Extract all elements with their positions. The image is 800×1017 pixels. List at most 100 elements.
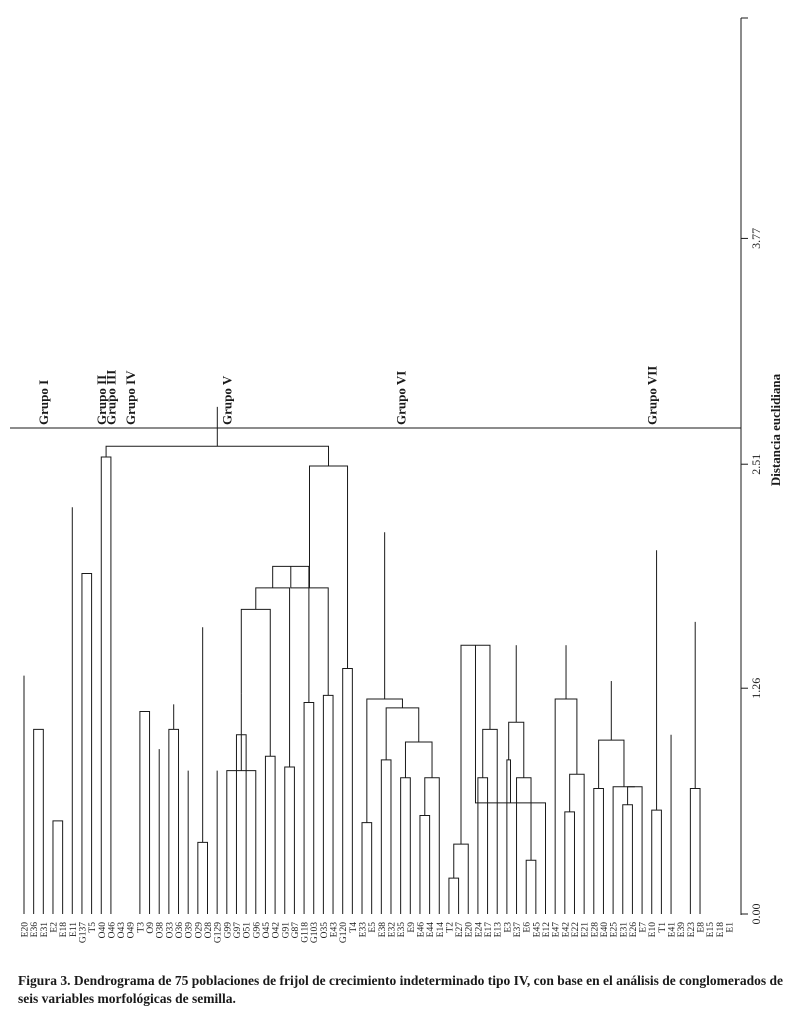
leaf-label: E7 xyxy=(639,922,649,933)
leaf-label: O28 xyxy=(204,922,214,939)
leaf-label: O49 xyxy=(127,922,137,939)
dendrogram-link xyxy=(380,759,392,914)
caption-text: Figura 3. Dendrograma de 75 poblaciones … xyxy=(18,973,783,1006)
group-label: Grupo IV xyxy=(123,370,138,425)
dendrogram-link xyxy=(342,667,353,914)
dendrogram-link xyxy=(226,770,257,914)
leaf-label: O46 xyxy=(107,922,117,939)
leaf-label: T3 xyxy=(136,922,146,933)
dendrogram-link xyxy=(322,694,334,914)
leaf-label: E44 xyxy=(426,922,436,938)
leaf-label: O36 xyxy=(175,922,185,939)
dendrogram-link xyxy=(385,707,420,760)
dendrogram-link xyxy=(168,728,180,914)
leaf-label: E32 xyxy=(387,922,397,938)
figure-caption: Figura 3. Dendrograma de 75 poblaciones … xyxy=(18,972,788,1008)
dendrogram-link xyxy=(598,739,625,789)
leaf-label: E45 xyxy=(532,922,542,938)
leaf-label: G96 xyxy=(252,922,262,939)
leaf-label: E1 xyxy=(726,922,736,933)
leaf-label: O42 xyxy=(272,922,282,939)
leaf-label: E21 xyxy=(581,922,591,938)
leaf-label: T2 xyxy=(445,922,455,933)
dendrogram-link xyxy=(255,587,291,768)
leaf-label: G97 xyxy=(233,922,243,939)
leaf-label: E27 xyxy=(455,922,465,938)
leaf-label: E33 xyxy=(359,922,369,938)
dendrogram-link xyxy=(100,456,112,914)
leaf-label: E37 xyxy=(513,922,523,938)
dendrogram-link xyxy=(593,788,604,914)
dendrogram-chart: E20 E36 E31 E2 E18 E11 G137 T5 O40 O46 O43 O49 T3 O9 O… xyxy=(0,0,783,943)
y-axis: 0.00 1.26 2.51 3.77 xyxy=(740,17,763,925)
dendrogram-link xyxy=(453,843,469,914)
leaf-label: T5 xyxy=(88,922,98,933)
leaf-label: E40 xyxy=(600,922,610,938)
dendrogram-link xyxy=(52,820,64,914)
leaf-label: E11 xyxy=(69,922,79,937)
dendrogram-link xyxy=(240,608,271,757)
dendrogram-link xyxy=(516,777,532,914)
dendrogram-link xyxy=(197,841,208,914)
leaf-label: E24 xyxy=(474,922,484,938)
leaf-label: G120 xyxy=(339,922,349,943)
leaf-label: E18 xyxy=(59,922,69,938)
dendrogram-link xyxy=(81,573,93,914)
leaf-label: E2 xyxy=(49,922,59,933)
leaf-label: E13 xyxy=(494,922,504,938)
group-label: Grupo VI xyxy=(393,371,408,425)
leaf-label: E47 xyxy=(552,922,562,938)
leaf-label: G91 xyxy=(281,922,291,939)
group-label: Grupo V xyxy=(219,375,234,425)
dendrogram-link xyxy=(482,728,498,914)
leaf-label: O38 xyxy=(156,922,166,939)
group-label: Grupo II xyxy=(94,375,109,425)
dendrogram-link xyxy=(424,777,440,914)
dendrogram-link xyxy=(689,788,701,914)
dendrogram-link xyxy=(448,877,460,914)
leaf-label: E39 xyxy=(677,922,687,938)
dendrogram-link xyxy=(554,698,578,914)
leaf-label: E12 xyxy=(542,922,552,938)
leaf-label: G129 xyxy=(214,922,224,943)
leaf-label: E22 xyxy=(571,922,581,938)
leaf-label: E46 xyxy=(416,922,426,938)
dendrogram-link xyxy=(105,445,330,466)
dendrogram-link xyxy=(506,759,511,914)
leaf-label: E17 xyxy=(484,922,494,938)
group-label: Grupo I xyxy=(36,380,51,425)
y-tick-label: 3.77 xyxy=(749,228,763,249)
dendrogram-link xyxy=(622,804,633,914)
dendrogram-link xyxy=(651,809,662,914)
y-axis-label: Distancia euclidiana xyxy=(768,373,783,486)
leaf-label: E36 xyxy=(30,922,40,938)
dendrogram-link xyxy=(404,741,433,778)
dendrogram-link xyxy=(564,811,575,914)
leaf-label: G118 xyxy=(301,922,311,943)
leaf-label: E14 xyxy=(436,922,446,938)
group-label: Grupo III xyxy=(104,370,119,425)
leaf-label: O33 xyxy=(165,922,175,939)
leaf-label: T1 xyxy=(658,922,668,933)
dendrogram-link xyxy=(361,822,373,914)
dendrogram-link xyxy=(525,859,537,914)
dendrogram-link xyxy=(627,786,643,914)
leaf-label: E3 xyxy=(503,922,513,933)
leaf-labels: E20 E36 E31 E2 E18 E11 G137 T5 O40 O46 O43 O49 T3 O9 O… xyxy=(21,922,736,943)
leaf-label: G99 xyxy=(223,922,233,939)
leaf-label: O51 xyxy=(243,922,253,939)
y-tick-label: 0.00 xyxy=(749,904,763,925)
dendrogram-link xyxy=(264,755,276,914)
leaf-label: E26 xyxy=(629,922,639,938)
dendrogram-link xyxy=(400,777,411,914)
dendrogram-link xyxy=(419,814,431,914)
leaf-label: E10 xyxy=(648,922,658,938)
leaf-label: E8 xyxy=(697,922,707,933)
leaf-label: E42 xyxy=(561,922,571,938)
dendrogram-link xyxy=(612,786,635,914)
y-tick-label: 2.51 xyxy=(749,454,763,475)
leaf-label: O45 xyxy=(262,922,272,939)
dendrogram-links xyxy=(24,407,701,914)
leaf-label: E20 xyxy=(465,922,475,938)
